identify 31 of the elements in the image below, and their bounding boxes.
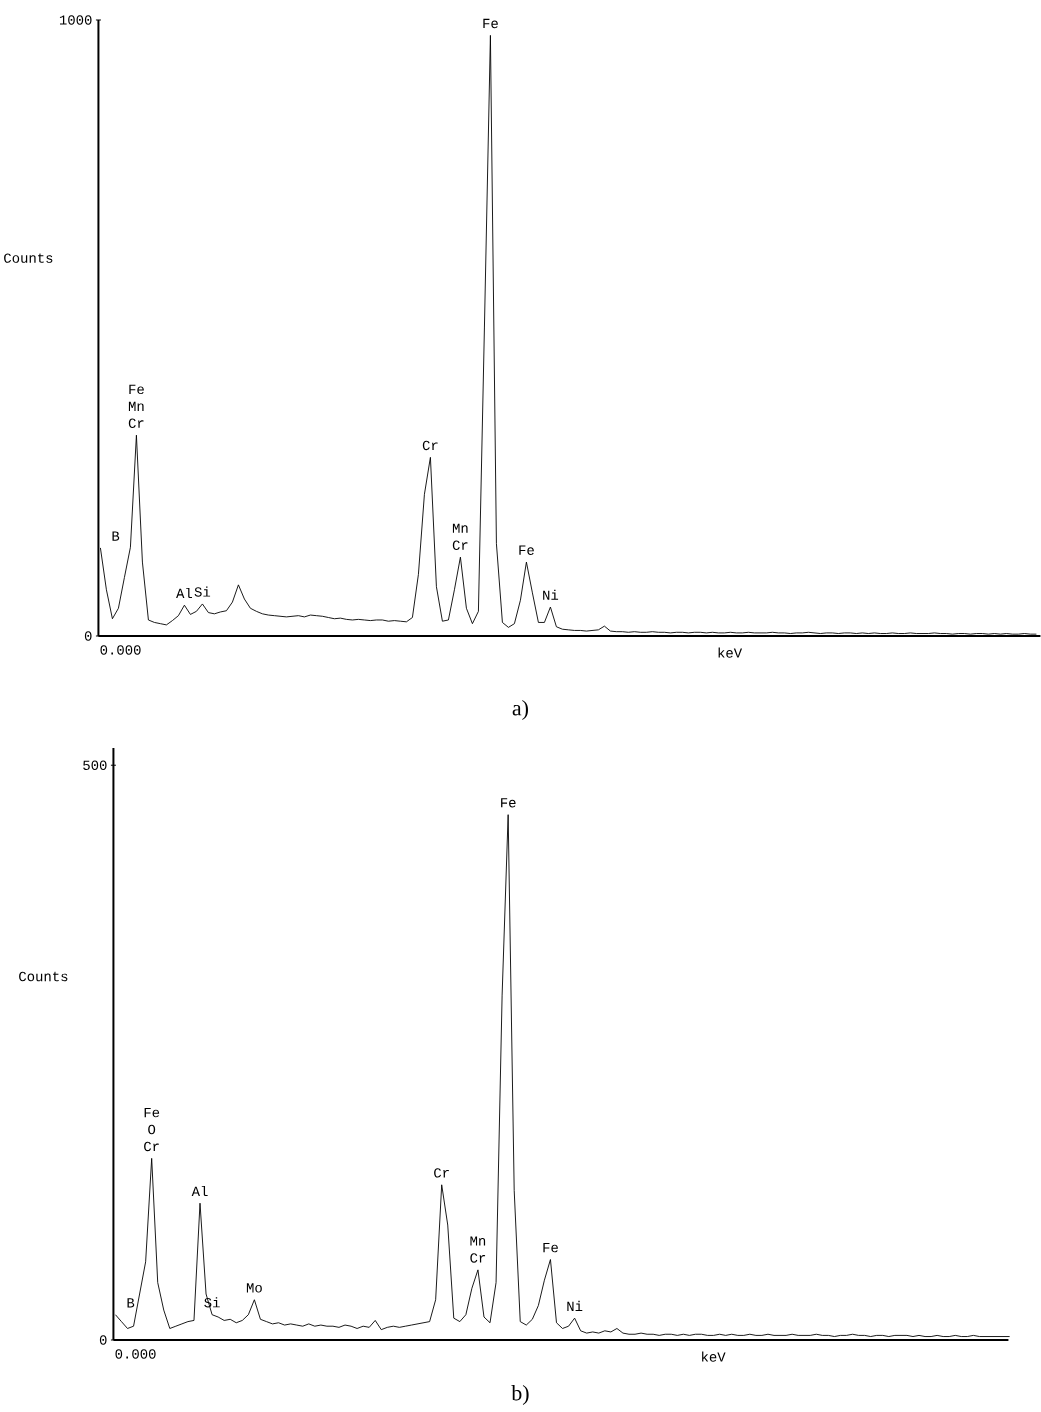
data-label: Cr	[422, 440, 438, 451]
data-label: Al	[191, 1185, 208, 1196]
text: 0.000	[100, 645, 141, 655]
data-label: B	[112, 531, 120, 541]
data-label: Cr	[433, 1168, 449, 1178]
data-label: B	[127, 1298, 135, 1308]
data-label: Fe	[500, 798, 516, 808]
y-axis-title: Counts	[3, 253, 53, 263]
data-label: Fe	[543, 1243, 558, 1253]
data-label: Fe Mn Cr	[128, 384, 144, 428]
data-label: Fe	[483, 18, 498, 29]
data-label: Al	[175, 587, 192, 598]
text: b)	[511, 1385, 529, 1405]
data-label: Mn Cr	[470, 1236, 485, 1263]
x-axis-title: keV	[701, 1351, 726, 1362]
data-label: Ni	[542, 589, 558, 600]
text: 0.000	[115, 1349, 156, 1359]
y-tick-label: 1000	[59, 15, 92, 25]
data-label: Fe O Cr	[143, 1107, 159, 1152]
y-axis-title: Counts	[18, 971, 68, 982]
y-tick-label: 0	[99, 1335, 107, 1345]
y-tick-label: 0	[84, 631, 92, 641]
data-label: Si	[194, 586, 210, 597]
x-axis-title: keV	[718, 647, 742, 658]
data-label: Si	[204, 1297, 220, 1308]
data-label: Ni	[567, 1300, 583, 1311]
data-label: Mo	[246, 1283, 262, 1293]
y-tick-label: 500	[82, 760, 107, 770]
text: a)	[512, 700, 528, 720]
data-label: Mn Cr	[452, 523, 468, 550]
data-label: Fe	[519, 545, 534, 555]
